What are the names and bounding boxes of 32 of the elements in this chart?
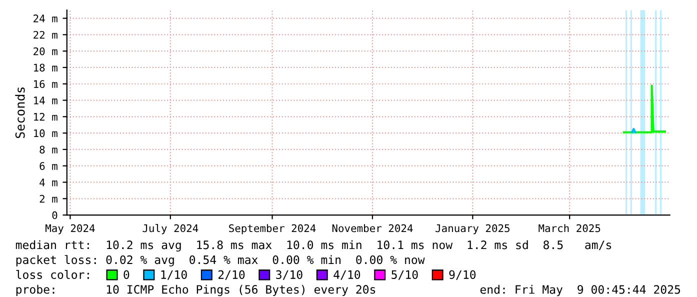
y-tick-label: 16 m	[34, 80, 58, 88]
legend-label: 4/10	[334, 270, 360, 280]
y-tick-label: 4 m	[40, 178, 58, 186]
legend-label: 5/10	[392, 270, 418, 280]
y-tick-label: 18 m	[34, 64, 58, 72]
x-tick-label: March 2025	[538, 224, 600, 232]
y-axis-title: Seconds	[15, 87, 25, 138]
legend-label: 0	[124, 270, 130, 279]
x-tick-label: May 2024	[46, 224, 95, 234]
y-tick-label: 6 m	[40, 162, 58, 170]
text: median rtt: 10.2 ms avg 15.8 ms max 10.0 ms min 10.1 ms now 1.2 ms sd 8.5 am/s	[16, 240, 612, 252]
text: end: Fri May 9 00:45:44 2025	[480, 284, 680, 296]
y-tick-label: 12 m	[34, 112, 58, 121]
y-tick-label: 22 m	[34, 30, 58, 39]
legend-label: 3/10	[276, 270, 302, 280]
x-tick-label: November 2024	[332, 224, 413, 232]
y-tick-label: 0	[52, 211, 58, 220]
legend-label: 9/10	[449, 270, 476, 280]
legend-title: loss color:	[16, 270, 89, 279]
y-tick-label: 14 m	[34, 96, 58, 104]
y-tick-label: 2 m	[40, 194, 58, 203]
x-tick-label: September 2024	[229, 224, 316, 234]
x-tick-label: January 2025	[436, 224, 510, 234]
legend-label: 1/10	[161, 270, 187, 280]
y-tick-label: 24 m	[34, 14, 58, 22]
x-tick-label: July 2024	[142, 224, 198, 234]
y-tick-label: 8 m	[40, 146, 58, 154]
legend-label: 2/10	[218, 270, 245, 280]
text: packet loss: 0.02 % avg 0.54 % max 0.00 % min 0.00 % now	[16, 255, 425, 266]
text: probe: 10 ICMP Echo Pings (56 Bytes) every 20s	[16, 284, 376, 296]
y-tick-label: 20 m	[34, 47, 58, 56]
y-tick-label: 10 m	[34, 129, 58, 138]
